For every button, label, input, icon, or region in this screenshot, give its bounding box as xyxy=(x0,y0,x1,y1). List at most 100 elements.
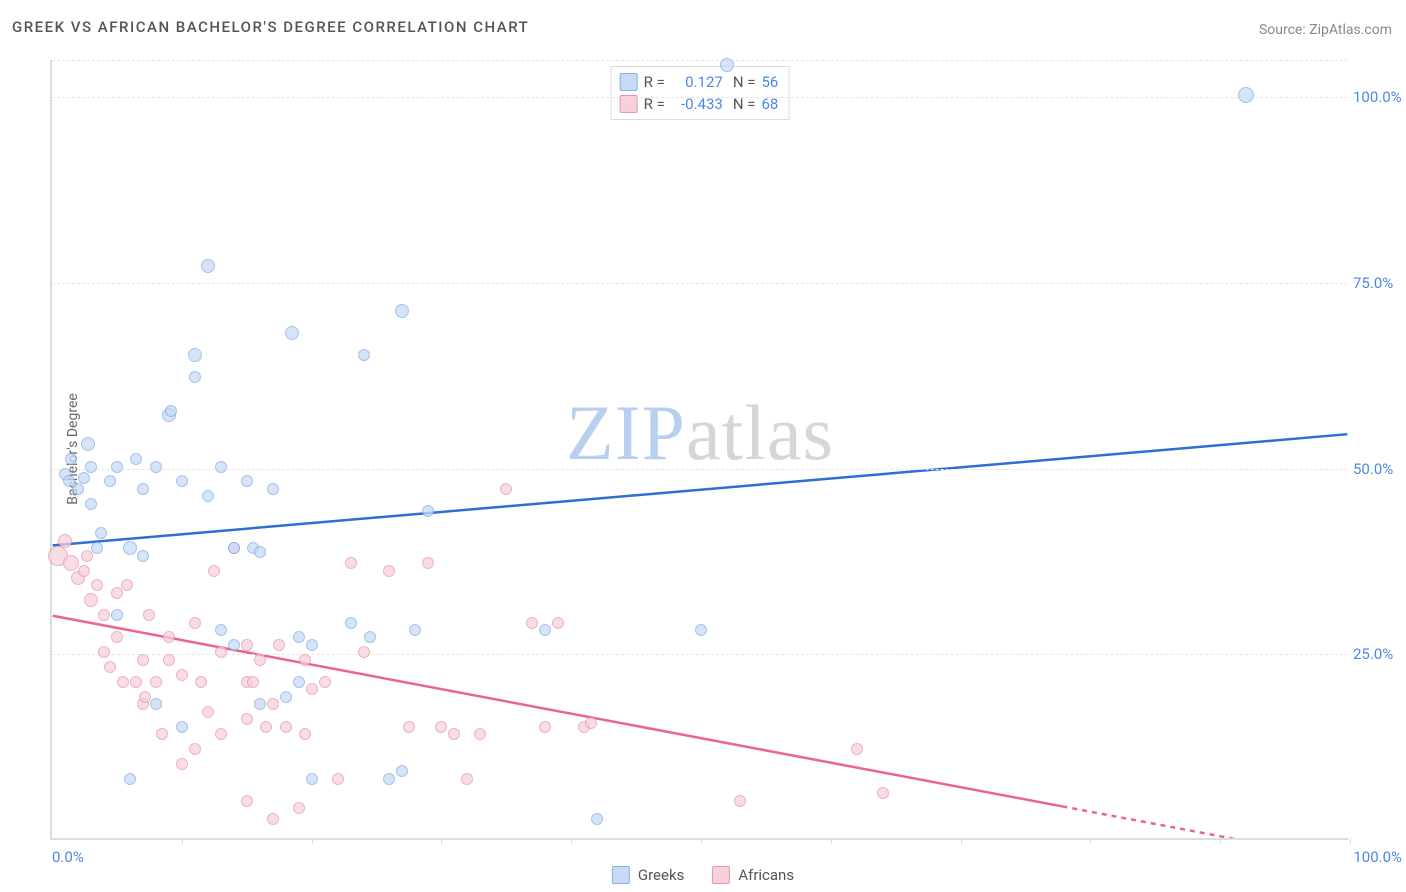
greek-point xyxy=(228,639,240,651)
african-point xyxy=(58,534,72,548)
scatter-plot-area: ZIPatlas Bachelor's Degree 0.0% 100.0% R… xyxy=(50,60,1348,840)
y-axis-tick: 100.0% xyxy=(1353,88,1406,106)
greek-point xyxy=(176,475,188,487)
african-point xyxy=(299,654,311,666)
greek-point xyxy=(591,813,603,825)
african-point xyxy=(156,728,168,740)
greek-point xyxy=(215,624,227,636)
greek-point xyxy=(395,304,409,318)
african-point xyxy=(84,593,98,607)
greek-point xyxy=(111,609,123,621)
greek-point xyxy=(165,405,177,417)
african-point xyxy=(241,639,253,651)
greek-point xyxy=(137,483,149,495)
african-point xyxy=(877,787,889,799)
chart-title: GREEK VS AFRICAN BACHELOR'S DEGREE CORRE… xyxy=(12,18,529,36)
greek-point xyxy=(124,773,136,785)
african-point xyxy=(422,557,434,569)
african-point xyxy=(299,728,311,740)
greek-point xyxy=(201,259,215,273)
x-minor-tick xyxy=(961,838,962,844)
african-point xyxy=(176,758,188,770)
greek-point xyxy=(150,698,162,710)
african-point xyxy=(260,721,272,733)
greek-point xyxy=(306,773,318,785)
african-point xyxy=(526,617,538,629)
greek-point xyxy=(306,639,318,651)
african-point xyxy=(306,683,318,695)
african-point xyxy=(332,773,344,785)
african-point xyxy=(111,631,123,643)
african-point xyxy=(247,676,259,688)
greek-point xyxy=(78,472,90,484)
african-point xyxy=(81,550,93,562)
legend-item-africans: Africans xyxy=(712,866,794,884)
african-point xyxy=(163,654,175,666)
african-point xyxy=(319,676,331,688)
greek-point xyxy=(358,349,370,361)
african-point xyxy=(267,698,279,710)
y-axis-tick: 50.0% xyxy=(1353,460,1406,478)
african-point xyxy=(98,609,110,621)
x-minor-tick xyxy=(312,838,313,844)
greek-point xyxy=(188,348,202,362)
greek-point xyxy=(293,676,305,688)
legend-label: Africans xyxy=(738,866,794,884)
x-minor-tick xyxy=(1220,838,1221,844)
african-point xyxy=(163,631,175,643)
greek-point xyxy=(130,453,142,465)
greek-point xyxy=(695,624,707,636)
african-point xyxy=(293,802,305,814)
african-point xyxy=(345,557,357,569)
african-point xyxy=(851,743,863,755)
african-point xyxy=(130,676,142,688)
greek-point xyxy=(285,326,299,340)
y-axis-tick: 25.0% xyxy=(1353,645,1406,663)
grid-line xyxy=(52,283,1348,284)
african-point xyxy=(104,661,116,673)
x-minor-tick xyxy=(1350,838,1351,844)
greek-point xyxy=(85,498,97,510)
african-point xyxy=(461,773,473,785)
greek-point xyxy=(364,631,376,643)
african-point xyxy=(137,654,149,666)
x-minor-tick xyxy=(701,838,702,844)
african-point xyxy=(241,713,253,725)
african-point xyxy=(195,676,207,688)
greek-point xyxy=(65,453,77,465)
african-point xyxy=(208,565,220,577)
greek-point xyxy=(72,483,84,495)
african-point xyxy=(448,728,460,740)
african-point xyxy=(78,565,90,577)
greek-point xyxy=(123,541,137,555)
x-minor-tick xyxy=(571,838,572,844)
x-minor-tick xyxy=(441,838,442,844)
african-point xyxy=(474,728,486,740)
african-point xyxy=(734,795,746,807)
african-point xyxy=(254,654,266,666)
african-point xyxy=(552,617,564,629)
greek-point xyxy=(85,461,97,473)
greek-point xyxy=(254,698,266,710)
series-legend: Greeks Africans xyxy=(612,866,794,884)
greek-point xyxy=(254,546,266,558)
legend-swatch xyxy=(620,73,638,91)
african-point xyxy=(273,639,285,651)
greek-point xyxy=(95,527,107,539)
r-label: R = xyxy=(644,71,665,93)
african-point xyxy=(585,717,597,729)
legend-swatch xyxy=(712,866,730,884)
watermark: ZIPatlas xyxy=(566,388,834,478)
greek-point xyxy=(383,773,395,785)
african-point xyxy=(121,579,133,591)
african-point xyxy=(91,579,103,591)
x-minor-tick xyxy=(831,838,832,844)
n-value: 56 xyxy=(761,71,778,93)
greek-point xyxy=(345,617,357,629)
legend-item-greeks: Greeks xyxy=(612,866,684,884)
greek-point xyxy=(111,461,123,473)
african-point xyxy=(280,721,292,733)
african-point xyxy=(539,721,551,733)
african-point xyxy=(63,555,79,571)
legend-swatch xyxy=(612,866,630,884)
